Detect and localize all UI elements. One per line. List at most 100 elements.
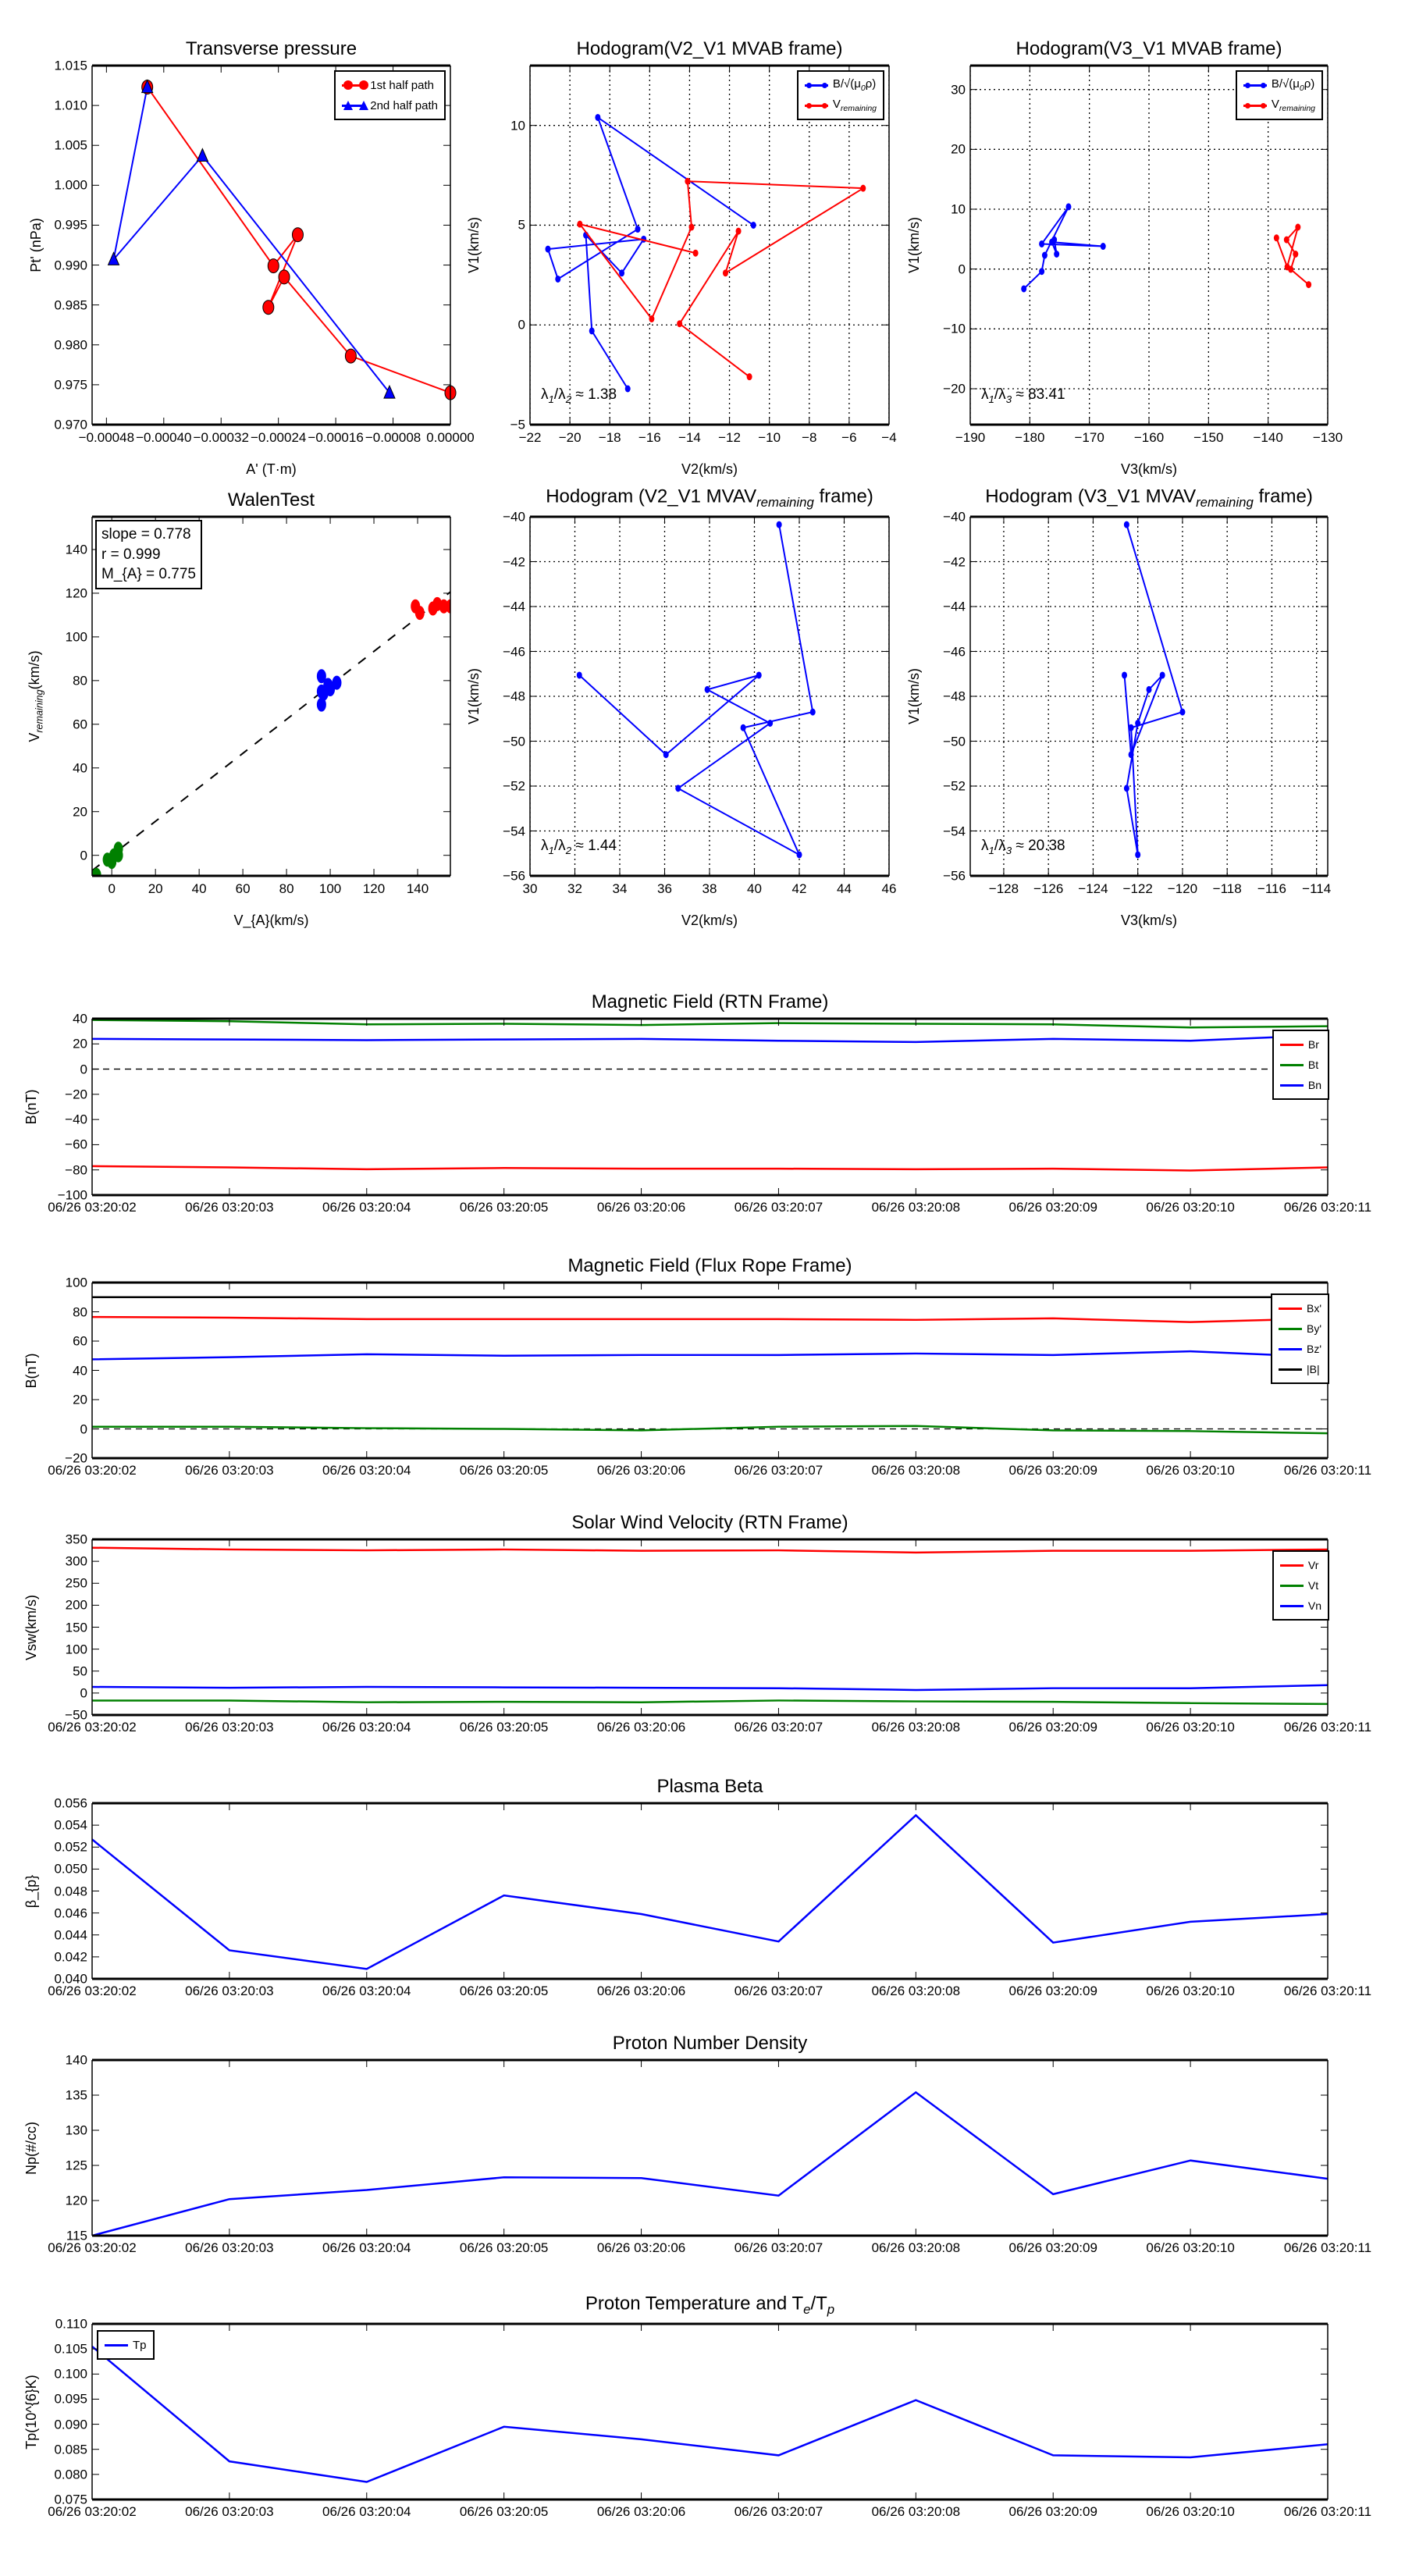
- series-line-vr: [92, 1546, 1328, 1554]
- x-tick-label: −20: [558, 430, 582, 445]
- data-point: [1128, 751, 1134, 759]
- y-tick-label: 60: [73, 717, 87, 732]
- data-point: [196, 148, 209, 162]
- chart-title: Plasma Beta: [656, 1776, 763, 1797]
- fit-line: [92, 591, 450, 872]
- x-tick-label: 06/26 03:20:10: [1146, 1720, 1235, 1735]
- x-tick-label: 46: [881, 881, 897, 896]
- data-point: [92, 867, 101, 876]
- x-tick-label: 06/26 03:20:09: [1008, 1720, 1097, 1735]
- legend-swatch: [1279, 1580, 1304, 1591]
- x-tick-label: 06/26 03:20:04: [322, 1984, 411, 1998]
- x-tick-label: 06/26 03:20:08: [871, 1984, 961, 1998]
- legend: B/√(μ0ρ) Vremaining: [796, 70, 884, 120]
- y-axis-label: Np(#/cc): [23, 2121, 39, 2175]
- y-axis-label: Vremaining(km/s): [26, 650, 45, 742]
- y-tick-label: 0.044: [54, 1927, 87, 1943]
- data-point: [332, 675, 342, 690]
- x-tick-label: −14: [678, 430, 701, 445]
- series-line-b-0-: [546, 115, 754, 390]
- data-point: [663, 751, 669, 759]
- y-tick-label: 0.995: [54, 217, 87, 233]
- legend: Vr Vt Vn: [1272, 1550, 1329, 1621]
- legend-swatch: [1279, 1080, 1304, 1091]
- legend-label: Vr: [1307, 1559, 1319, 1571]
- legend-swatch: [1279, 1560, 1304, 1571]
- legend-entry: B/√(μ0ρ): [804, 75, 877, 95]
- y-tick-label: 140: [65, 2052, 87, 2068]
- x-tick-label: 06/26 03:20:03: [185, 1463, 274, 1478]
- x-tick-label: 06/26 03:20:02: [48, 1720, 137, 1735]
- y-tick-label: −60: [65, 1137, 87, 1152]
- x-tick-label: 06/26 03:20:11: [1283, 1720, 1372, 1735]
- x-tick-label: 120: [362, 881, 386, 896]
- x-tick-label: 06/26 03:20:11: [1283, 2240, 1372, 2255]
- y-axis-label: Pt' (nPa): [28, 218, 44, 272]
- y-tick-label: 0: [80, 848, 87, 863]
- y-tick-label: −54: [503, 824, 525, 838]
- series-line-bn: [92, 1034, 1328, 1044]
- data-point: [860, 184, 866, 192]
- y-tick-label: −42: [943, 554, 966, 569]
- x-axis-label: V_{A}(km/s): [233, 913, 309, 928]
- data-point: [1128, 724, 1134, 731]
- plot-area: [529, 64, 890, 426]
- x-tick-label: 34: [612, 881, 628, 896]
- y-axis-label: β_{p}: [23, 1874, 39, 1908]
- y-tick-label: 0.085: [54, 2442, 87, 2457]
- x-tick-label: 06/26 03:20:04: [322, 1200, 411, 1215]
- x-tick-label: 06/26 03:20:07: [734, 1984, 823, 1998]
- y-tick-label: 0.056: [54, 1795, 87, 1811]
- y-axis-label: V1(km/s): [906, 668, 922, 724]
- x-tick-label: 06/26 03:20:10: [1146, 1984, 1235, 1998]
- fit-stat: slope = 0.778: [101, 526, 191, 543]
- x-tick-label: −116: [1257, 881, 1286, 896]
- data-point: [107, 251, 120, 265]
- legend-entry: Bn: [1279, 1075, 1321, 1095]
- x-tick-label: −124: [1078, 881, 1108, 896]
- lambda-ratio-annotation: λ1/λ3 ≈ 20.38: [981, 838, 1065, 856]
- x-tick-label: 06/26 03:20:06: [596, 1720, 686, 1735]
- x-axis-label: V3(km/s): [1121, 913, 1177, 928]
- legend-swatch: [1243, 100, 1267, 111]
- series-line-tp: [92, 2345, 1328, 2483]
- y-tick-label: 0: [80, 1421, 87, 1436]
- data-point: [740, 724, 746, 731]
- chart-proton-temperature: 06/26 03:20:02 06/26 03:20:03 06/26 03:20:…: [23, 2294, 1371, 2518]
- x-axis-label: V2(km/s): [681, 461, 738, 477]
- y-tick-label: 100: [65, 629, 87, 645]
- x-tick-label: 60: [235, 881, 251, 896]
- x-tick-label: 06/26 03:20:02: [48, 1984, 137, 1998]
- x-tick-label: −0.00016: [308, 430, 364, 445]
- y-tick-label: −80: [65, 1162, 87, 1178]
- legend: Bx' By' Bz' |B|: [1270, 1293, 1329, 1384]
- fit-stat: r = 0.999: [101, 546, 161, 563]
- x-tick-label: 06/26 03:20:10: [1146, 1200, 1235, 1215]
- y-tick-label: 0.080: [54, 2467, 87, 2482]
- x-tick-label: 06/26 03:20:10: [1146, 2240, 1235, 2255]
- legend-label: Bx': [1306, 1302, 1321, 1315]
- legend-entry: Vn: [1279, 1596, 1321, 1616]
- y-tick-label: 0.046: [54, 1905, 87, 1921]
- y-tick-label: 120: [65, 2193, 87, 2208]
- plot-area: [91, 1281, 1329, 1460]
- x-tick-label: 42: [791, 881, 807, 896]
- x-tick-label: 06/26 03:20:05: [459, 2504, 549, 2519]
- chart-title: Hodogram (V3_V1 MVAVremaining frame): [985, 486, 1313, 511]
- plot-area: [91, 515, 451, 877]
- y-tick-label: 20: [73, 1392, 87, 1407]
- x-tick-label: 06/26 03:20:07: [734, 2504, 823, 2519]
- y-tick-label: −56: [503, 868, 525, 884]
- x-axis-label: A' (T·m): [246, 461, 297, 477]
- x-tick-label: 06/26 03:20:03: [185, 2240, 274, 2255]
- lambda-ratio-annotation: λ1/λ2 ≈ 1.44: [541, 838, 617, 856]
- x-tick-label: 38: [702, 881, 717, 896]
- legend-label: |B|: [1306, 1363, 1320, 1375]
- data-point: [809, 708, 816, 716]
- data-point: [796, 851, 802, 859]
- y-tick-label: 50: [73, 1663, 87, 1679]
- data-point: [1283, 236, 1289, 244]
- series-line-b-0-: [1023, 206, 1104, 290]
- x-tick-label: 140: [406, 881, 429, 896]
- x-tick-label: 06/26 03:20:07: [734, 1463, 823, 1478]
